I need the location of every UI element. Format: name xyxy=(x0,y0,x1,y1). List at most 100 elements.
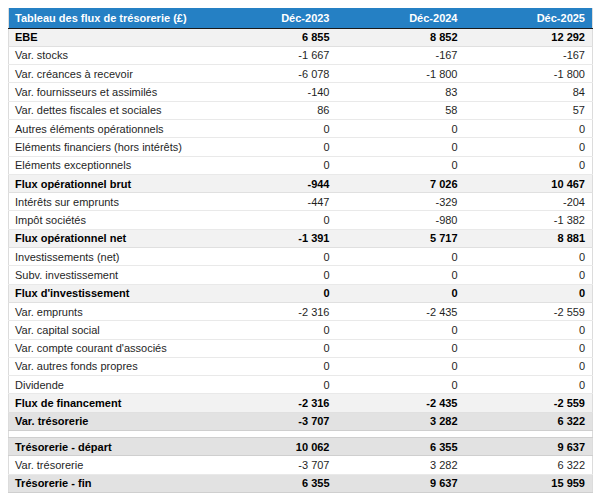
cell-value: 0 xyxy=(465,138,593,156)
cell-value: 10 467 xyxy=(465,174,593,192)
cell-value: 0 xyxy=(337,321,465,339)
cell-value: -2 559 xyxy=(465,394,593,412)
cell-value: -167 xyxy=(337,46,465,64)
row-label: Trésorerie - départ xyxy=(9,438,209,456)
cell-value: 0 xyxy=(465,119,593,137)
row-label: Intérêts sur emprunts xyxy=(9,193,209,211)
column-header-dec-2025: Déc-2025 xyxy=(465,8,593,28)
cell-value: 0 xyxy=(465,376,593,394)
cell-value: 9 637 xyxy=(337,474,465,492)
table-row: Var. stocks-1 667-167-167 xyxy=(9,46,593,64)
cell-value: 0 xyxy=(337,138,465,156)
row-label: Var. trésorerie xyxy=(9,456,209,474)
cell-value: -980 xyxy=(337,211,465,229)
cell-value: 0 xyxy=(337,119,465,137)
cell-value: 0 xyxy=(465,266,593,284)
cell-value: 0 xyxy=(337,339,465,357)
table-row: Var. dettes fiscales et sociales865857 xyxy=(9,101,593,119)
cell-value: 58 xyxy=(337,101,465,119)
cell-value: 5 717 xyxy=(337,229,465,247)
table-row: Subv. investissement000 xyxy=(9,266,593,284)
cell-value: -447 xyxy=(209,193,337,211)
cell-value: -2 559 xyxy=(465,302,593,320)
table-row: Trésorerie - fin6 3559 63715 959 xyxy=(9,474,593,492)
row-label: Var. emprunts xyxy=(9,302,209,320)
table-row: Trésorerie - départ10 0626 3559 637 xyxy=(9,438,593,456)
cell-value: 0 xyxy=(209,138,337,156)
row-label: Dividende xyxy=(9,376,209,394)
table-title: Tableau des flux de trésorerie (£) xyxy=(9,8,209,28)
table-row: Investissements (net)000 xyxy=(9,248,593,266)
table-row: Flux opérationnel net-1 3915 7178 881 xyxy=(9,229,593,247)
cell-value: -3 707 xyxy=(209,456,337,474)
row-label: Trésorerie - fin xyxy=(9,474,209,492)
row-label: Investissements (net) xyxy=(9,248,209,266)
cell-value: 86 xyxy=(209,101,337,119)
table-row: Var. trésorerie-3 7073 2826 322 xyxy=(9,412,593,430)
table-row: Flux opérationnel brut-9447 02610 467 xyxy=(9,174,593,192)
row-label: Var. dettes fiscales et sociales xyxy=(9,101,209,119)
cell-value: -1 382 xyxy=(465,211,593,229)
cell-value: 0 xyxy=(465,357,593,375)
table-row: Autres éléments opérationnels000 xyxy=(9,119,593,137)
cell-value: 0 xyxy=(337,284,465,302)
table-row: Dividende000 xyxy=(9,376,593,394)
row-label: Autres éléments opérationnels xyxy=(9,119,209,137)
cell-value: 12 292 xyxy=(465,28,593,46)
table-header: Tableau des flux de trésorerie (£) Déc-2… xyxy=(9,8,593,28)
cell-value: 0 xyxy=(209,119,337,137)
row-label: Var. capital social xyxy=(9,321,209,339)
table-row: Intérêts sur emprunts-447-329-204 xyxy=(9,193,593,211)
cell-value: -2 316 xyxy=(209,394,337,412)
cell-value: 0 xyxy=(209,248,337,266)
cell-value: 6 855 xyxy=(209,28,337,46)
cell-value: -167 xyxy=(465,46,593,64)
cell-value: 9 637 xyxy=(465,438,593,456)
cell-value: 0 xyxy=(465,248,593,266)
cell-value: 0 xyxy=(209,357,337,375)
table-row: Flux de financement-2 316-2 435-2 559 xyxy=(9,394,593,412)
cell-value: 6 355 xyxy=(209,474,337,492)
table-row: Var. créances à recevoir-6 078-1 800-1 8… xyxy=(9,65,593,83)
section-spacer-cell xyxy=(9,431,593,438)
cell-value: 0 xyxy=(465,321,593,339)
cell-value: -1 800 xyxy=(465,65,593,83)
cell-value: 0 xyxy=(209,339,337,357)
cell-value: -2 435 xyxy=(337,394,465,412)
row-label: Var. stocks xyxy=(9,46,209,64)
cell-value: 0 xyxy=(337,376,465,394)
row-label: Flux opérationnel net xyxy=(9,229,209,247)
cell-value: -2 316 xyxy=(209,302,337,320)
table-row: Eléments exceptionnels000 xyxy=(9,156,593,174)
section-spacer xyxy=(9,431,593,438)
cell-value: -140 xyxy=(209,83,337,101)
cell-value: 0 xyxy=(337,266,465,284)
cell-value: -2 435 xyxy=(337,302,465,320)
cell-value: 6 322 xyxy=(465,412,593,430)
table-row: Impôt sociétés0-980-1 382 xyxy=(9,211,593,229)
cell-value: -3 707 xyxy=(209,412,337,430)
cell-value: -1 391 xyxy=(209,229,337,247)
row-label: Var. fournisseurs et assimilés xyxy=(9,83,209,101)
row-label: Flux de financement xyxy=(9,394,209,412)
cell-value: 0 xyxy=(209,376,337,394)
cell-value: -329 xyxy=(337,193,465,211)
table-row: Var. trésorerie-3 7073 2826 322 xyxy=(9,456,593,474)
column-header-dec-2024: Déc-2024 xyxy=(337,8,465,28)
table-row: Var. autres fonds propres000 xyxy=(9,357,593,375)
cell-value: 0 xyxy=(465,284,593,302)
row-label: EBE xyxy=(9,28,209,46)
cell-value: 0 xyxy=(337,248,465,266)
cell-value: 0 xyxy=(209,284,337,302)
row-label: Eléments financiers (hors intérêts) xyxy=(9,138,209,156)
cell-value: 83 xyxy=(337,83,465,101)
cell-value: 57 xyxy=(465,101,593,119)
cell-value: 6 355 xyxy=(337,438,465,456)
cell-value: 0 xyxy=(337,156,465,174)
row-label: Var. compte courant d'associés xyxy=(9,339,209,357)
table-row: Var. compte courant d'associés000 xyxy=(9,339,593,357)
cell-value: 15 959 xyxy=(465,474,593,492)
row-label: Var. trésorerie xyxy=(9,412,209,430)
cell-value: -1 800 xyxy=(337,65,465,83)
table-row: Var. emprunts-2 316-2 435-2 559 xyxy=(9,302,593,320)
